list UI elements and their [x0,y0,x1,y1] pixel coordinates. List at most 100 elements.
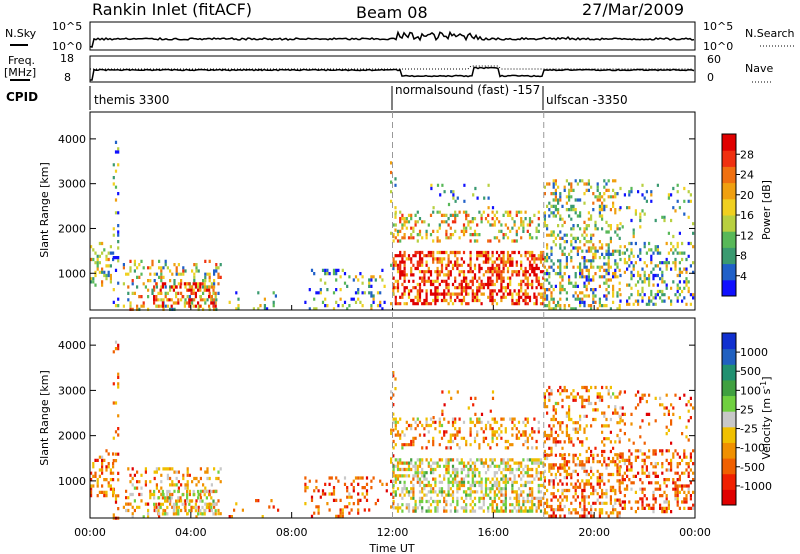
velocity-unit-superscript: -1 [759,381,768,389]
y-tick-label-1-3: 4000 [58,339,86,352]
scatter-layer-1-1 [90,385,692,519]
colorbar-cell-1-2 [722,458,736,475]
colorbar-tick-label-0-6: 28 [740,148,754,161]
sky-left-tick-top: 10^5 [52,20,82,33]
sky-panel: N.Sky 10^5 10^0 10^5 10^0 N.Search [5,20,795,53]
colorbar-tick-label-0-5: 24 [740,169,754,182]
colorbar-cell-0-5 [722,198,736,216]
x-axis-label: Time UT [368,542,414,554]
scatter-layer-0-3 [92,147,695,311]
y-tick-label-0-0: 1000 [58,267,86,280]
x-tick-label-4: 16:00 [477,526,509,539]
colorbar-cell-0-9 [722,134,736,151]
sky-right-tick-bottom: 10^0 [703,40,733,53]
x-tick-label-6: 00:00 [679,526,711,539]
x-tick-label-5: 20:00 [578,526,610,539]
sky-right-tick-top: 10^5 [703,20,733,33]
sky-panel-frame [89,21,696,51]
x-tick-label-2: 08:00 [276,526,308,539]
scatter-layer-0-4 [92,179,690,311]
y-tick-label-0-2: 3000 [58,178,86,191]
velocity-y-ticks: 1000 2000 3000 4000 [58,339,695,488]
x-tick-label-1: 04:00 [175,526,207,539]
sky-left-label: N.Sky [5,27,37,40]
scatter-layer-0-9 [153,250,545,308]
colorbar-cell-1-3 [722,442,736,459]
sky-left-tick-bottom: 10^0 [52,40,82,53]
y-tick-label-1-0: 1000 [58,475,86,488]
colorbar-cell-0-1 [722,263,736,281]
colorbar-tick-label-0-1: 8 [740,250,747,263]
colorbar-tick-label-0-2: 12 [740,229,754,242]
colorbar-cell-1-4 [722,426,736,443]
y-tick-label-1-1: 2000 [58,430,86,443]
colorbar-cell-0-3 [722,231,736,248]
colorbar-cell-1-1 [722,473,736,490]
cpid-segment-themis: themis 3300 [94,93,169,107]
cpid-label: CPID [6,90,38,104]
colorbar-tick-label-1-7: -1000 [740,480,772,493]
cpid-segment-ulfscan: ulfscan -3350 [546,93,628,107]
y-tick-label-0-3: 4000 [58,133,86,146]
scatter-layer-1-7 [168,458,543,513]
scatter-layer-0-0 [90,163,692,311]
colorbar-tick-label-1-3: 25 [740,403,754,416]
velocity-colorbar-label: Velocity [m s-1] [759,376,773,459]
power-colorbar-label: Power [dB] [760,180,773,240]
freq-tick-top: 18 [60,52,74,65]
freq-panel: Freq. [MHz] 18 8 60 0 Nave [4,52,773,84]
nave-trace [90,65,693,70]
nave-tick-bottom: 0 [707,71,714,84]
y-tick-label-0-1: 2000 [58,222,86,235]
colorbar-cell-0-4 [722,215,736,232]
velocity-data [90,340,695,520]
nave-label: Nave [745,62,773,75]
colorbar-tick-label-1-1: 500 [740,365,761,378]
station-title: Rankin Inlet (fitACF) [92,0,252,19]
colorbar-cell-1-9 [722,348,736,365]
colorbar-cell-0-0 [722,279,736,297]
power-y-axis-label: Slant Range [km] [38,162,51,258]
power-data [90,140,695,311]
colorbar-cell-0-8 [722,150,736,167]
colorbar-cell-1-6 [722,395,736,412]
cpid-segment-normalsound: normalsound (fast) -157 [395,83,540,97]
colorbar-tick-label-0-3: 16 [740,209,754,222]
colorbar-cell-1-8 [722,364,736,381]
colorbar-tick-label-1-6: -500 [740,461,765,474]
x-tick-label-0: 00:00 [74,526,106,539]
colorbar-cell-1-10 [722,333,736,350]
colorbar-cell-0-6 [722,182,736,200]
colorbar-cell-0-2 [722,247,736,265]
freq-label: Freq. [8,54,35,67]
freq-tick-bottom: 8 [64,71,71,84]
x-axis-ticks: 00:00 04:00 08:00 12:00 16:00 20:00 00:00 [74,305,711,539]
velocity-colorbar: 1000 500 100 25 -25 -100 -500 -1000 [721,332,772,506]
freq-trace [90,66,695,81]
colorbar-tick-label-0-4: 20 [740,189,754,202]
sky-count-trace [89,30,695,48]
beam-title: Beam 08 [356,3,428,22]
date-title: 27/Mar/2009 [582,0,684,19]
y-tick-label-1-2: 3000 [58,384,86,397]
colorbar-cell-1-5 [722,411,736,428]
scatter-layer-0-8 [129,210,545,311]
x-tick-label-3: 12:00 [377,526,409,539]
power-y-ticks: 1000 2000 3000 4000 [58,133,695,280]
cpid-change-lines [392,112,545,518]
sky-right-label: N.Search [745,27,795,40]
colorbar-tick-label-1-5: -100 [740,442,765,455]
power-colorbar: 4 8 12 16 20 24 28 [721,133,754,297]
colorbar-tick-label-1-0: 1000 [740,346,768,359]
velocity-panel: 1000 2000 3000 4000 Slant Range [km] 1000 50… [38,305,773,554]
power-panel: 1000 2000 3000 4000 Slant Range [km] 4 8 12 16… [38,111,773,311]
colorbar-tick-label-1-4: -25 [740,423,758,436]
colorbar-cell-0-7 [722,166,736,184]
nave-tick-top: 60 [707,53,721,66]
colorbar-frame-1 [721,332,737,506]
colorbar-cell-1-7 [722,379,736,397]
colorbar-tick-label-0-0: 4 [740,270,747,283]
cpid-panel: CPID themis 3300 normalsound (fast) -157… [6,83,628,110]
velocity-y-axis-label: Slant Range [km] [38,370,51,466]
